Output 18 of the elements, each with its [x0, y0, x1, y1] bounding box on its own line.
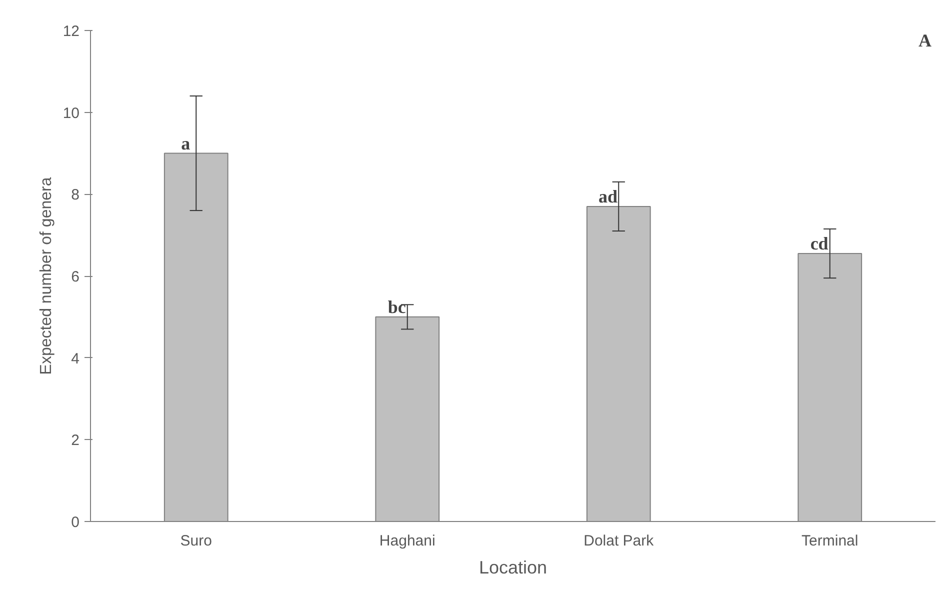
annotation: a	[181, 133, 190, 154]
y-tick-label: 8	[71, 186, 80, 204]
x-tick-label: Terminal	[802, 532, 858, 550]
x-tick-label: Dolat Park	[584, 532, 654, 550]
x-axis-title: Location	[478, 558, 548, 578]
y-tick-label: 10	[62, 104, 80, 122]
annotation: bc	[388, 296, 406, 317]
x-tick-label: Haghani	[379, 532, 436, 550]
y-axis-title: Expected number of genera	[38, 177, 55, 375]
y-tick-label: 6	[71, 268, 80, 286]
y-tick-label: 0	[71, 514, 80, 531]
y-tick-label: 2	[71, 432, 80, 450]
y-tick-label: 4	[71, 350, 80, 368]
annotation: A	[918, 30, 932, 50]
x-tick-label: Suro	[180, 532, 212, 550]
y-tick-label: 12	[62, 23, 80, 40]
annotation: ad	[598, 186, 618, 206]
annotation: cd	[810, 233, 828, 254]
